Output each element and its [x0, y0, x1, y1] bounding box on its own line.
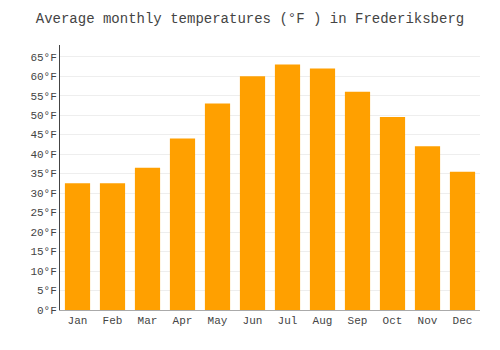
svg-text:60°F: 60°F: [30, 71, 56, 83]
svg-text:Dec: Dec: [453, 315, 473, 327]
svg-text:20°F: 20°F: [30, 227, 56, 239]
svg-text:Jun: Jun: [243, 315, 263, 327]
svg-text:Jul: Jul: [278, 315, 298, 327]
svg-text:Sep: Sep: [348, 315, 368, 327]
svg-text:Average monthly temperatures (: Average monthly temperatures (°F ) in Fr…: [36, 11, 464, 27]
svg-text:Oct: Oct: [383, 315, 403, 327]
svg-text:25°F: 25°F: [30, 207, 56, 219]
svg-text:Jan: Jan: [68, 315, 88, 327]
svg-text:May: May: [208, 315, 228, 327]
svg-text:Apr: Apr: [173, 315, 193, 327]
svg-text:15°F: 15°F: [30, 246, 56, 258]
svg-text:30°F: 30°F: [30, 188, 56, 200]
svg-text:Nov: Nov: [418, 315, 438, 327]
svg-text:65°F: 65°F: [30, 52, 56, 64]
svg-text:50°F: 50°F: [30, 110, 56, 122]
svg-text:Aug: Aug: [313, 315, 333, 327]
svg-text:0°F: 0°F: [37, 305, 57, 317]
svg-text:10°F: 10°F: [30, 266, 56, 278]
svg-text:Mar: Mar: [138, 315, 158, 327]
svg-text:40°F: 40°F: [30, 149, 56, 161]
svg-text:55°F: 55°F: [30, 91, 56, 103]
svg-text:Feb: Feb: [103, 315, 123, 327]
svg-text:35°F: 35°F: [30, 168, 56, 180]
svg-text:45°F: 45°F: [30, 129, 56, 141]
svg-text:5°F: 5°F: [37, 285, 57, 297]
